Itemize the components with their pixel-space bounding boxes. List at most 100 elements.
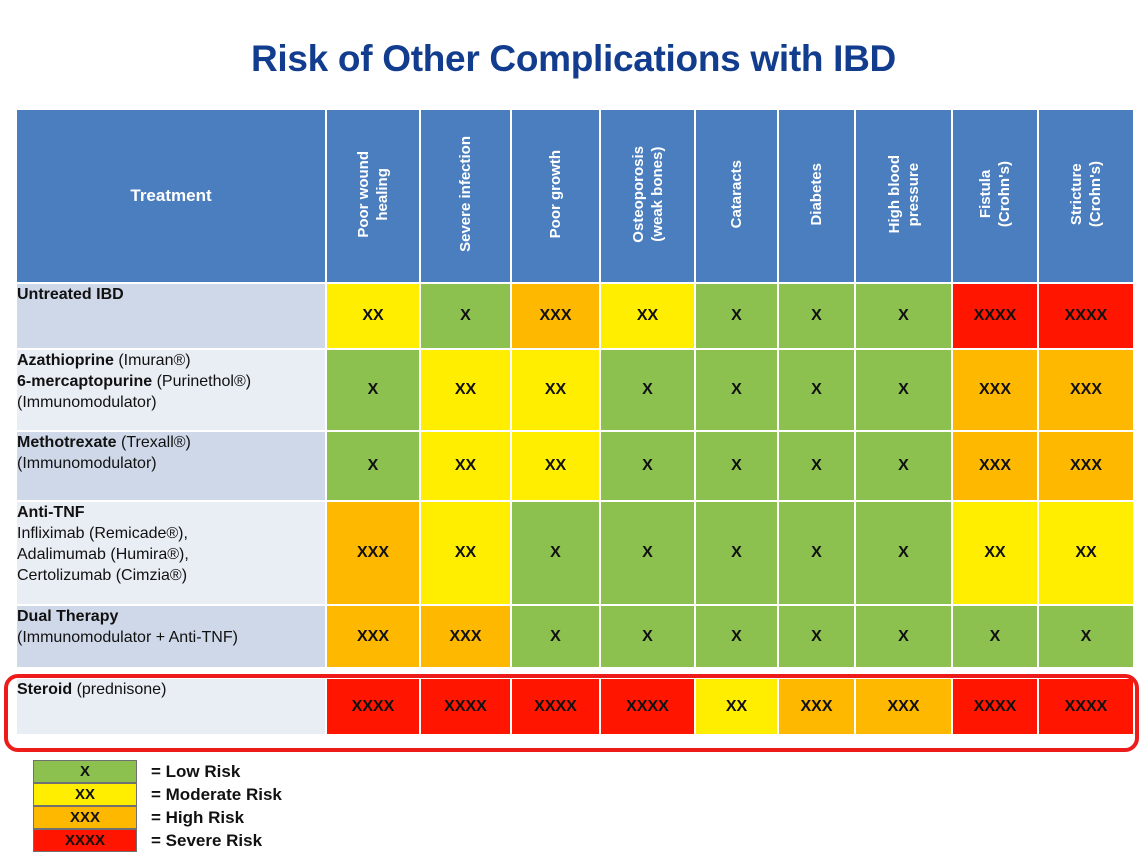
treatment-line: Dual Therapy (17, 606, 325, 627)
header-row: Treatment Poor wound healing Severe infe… (15, 108, 1135, 284)
risk-cell: X (854, 604, 953, 674)
treatment-detail: (Trexall®) (116, 434, 191, 451)
risk-cell: X (599, 500, 696, 606)
table-row: Dual Therapy (Immunomodulator + Anti-TNF)… (15, 604, 1135, 674)
risk-cell: X (325, 430, 421, 502)
risk-cell: X (419, 282, 512, 350)
risk-cell: XXXX (951, 672, 1039, 736)
legend-item: XXX = High Risk (33, 806, 282, 829)
treatment-cell: Untreated IBD (15, 282, 327, 350)
risk-cell: X (599, 348, 696, 432)
risk-cell: X (694, 604, 779, 674)
risk-cell: XXXX (951, 282, 1039, 350)
column-header-label: Fistula (Crohn's) (977, 160, 1013, 228)
risk-cell: XXX (325, 604, 421, 674)
legend-item: XXXX = Severe Risk (33, 829, 282, 852)
table-row: Azathioprine (Imuran®) 6-mercaptopurine (… (15, 348, 1135, 432)
risk-cell: X (694, 282, 779, 350)
risk-cell: XXXX (1037, 672, 1135, 736)
risk-cell: XX (510, 348, 601, 432)
risk-cell: XXX (951, 348, 1039, 432)
column-header-label: High blood pressure (885, 154, 922, 234)
risk-cell: X (777, 604, 856, 674)
column-header-label: Diabetes (808, 162, 825, 226)
column-header-label: Osteoporosis (weak bones) (629, 145, 666, 243)
column-header-label: Poor wound healing (355, 150, 391, 238)
risk-cell: XX (419, 348, 512, 432)
risk-cell: XX (419, 430, 512, 502)
risk-cell: XXX (854, 672, 953, 736)
column-header-label: Cataracts (728, 159, 745, 229)
risk-cell: XXX (777, 672, 856, 736)
risk-cell: XX (694, 672, 779, 736)
treatment-detail: (Immunomodulator) (17, 394, 157, 411)
risk-cell: XXX (951, 430, 1039, 502)
column-header: Cataracts (694, 108, 779, 284)
treatment-line: 6-mercaptopurine (Purinethol®) (17, 371, 325, 392)
column-header: Poor growth (510, 108, 601, 284)
risk-cell: XXX (510, 282, 601, 350)
treatment-cell: Azathioprine (Imuran®) 6-mercaptopurine (… (15, 348, 327, 432)
risk-cell: X (325, 348, 421, 432)
risk-cell: X (854, 348, 953, 432)
risk-cell: XX (419, 500, 512, 606)
legend-item: XX = Moderate Risk (33, 783, 282, 806)
table-row: Untreated IBD XX X XXX XX X X X XXXX XXXX (15, 282, 1135, 350)
treatment-line: Steroid (prednisone) (17, 679, 325, 700)
treatment-cell: Methotrexate (Trexall®) (Immunomodulator) (15, 430, 327, 502)
column-header-label: Severe infection (457, 136, 474, 252)
risk-cell: X (854, 430, 953, 502)
legend-label: = High Risk (151, 807, 245, 827)
column-header: Stricture (Crohn's) (1037, 108, 1135, 284)
risk-cell: XXXX (419, 672, 512, 736)
column-header-label: Stricture (Crohn's) (1068, 160, 1104, 228)
risk-legend: X = Low Risk XX = Moderate Risk XXX = High Ri… (33, 760, 282, 852)
table-row: Steroid (prednisone) XXXX XXXX XXXX XXXX XX XX… (15, 672, 1135, 736)
treatment-detail: Infliximab (Remicade®), (17, 525, 188, 542)
risk-cell: XXXX (325, 672, 421, 736)
treatment-detail: (Imuran®) (113, 352, 191, 369)
legend-label: = Low Risk (151, 761, 241, 781)
risk-cell: X (599, 604, 696, 674)
treatment-detail: (Purinethol®) (152, 373, 252, 390)
treatment-line: Azathioprine (Imuran®) (17, 350, 325, 371)
risk-cell: XX (325, 282, 421, 350)
legend-swatch: XX (33, 783, 137, 806)
page-title: Risk of Other Complications with IBD (251, 38, 896, 79)
risk-table: Treatment Poor wound healing Severe infe… (15, 108, 1135, 736)
risk-cell: X (599, 430, 696, 502)
treatment-name: Methotrexate (17, 434, 117, 451)
treatment-detail: (Immunomodulator + Anti-TNF) (17, 629, 238, 646)
risk-cell: X (777, 500, 856, 606)
treatment-name: Dual Therapy (17, 608, 119, 625)
treatment-line: (Immunomodulator + Anti-TNF) (17, 627, 325, 648)
column-header-treatment: Treatment (15, 108, 327, 284)
treatment-line: Methotrexate (Trexall®) (17, 432, 325, 453)
risk-cell: X (694, 430, 779, 502)
treatment-cell: Dual Therapy (Immunomodulator + Anti-TNF) (15, 604, 327, 674)
treatment-name: Steroid (17, 681, 73, 698)
risk-cell: XXXX (599, 672, 696, 736)
risk-cell: X (951, 604, 1039, 674)
legend-label: = Moderate Risk (151, 784, 282, 804)
column-header: Fistula (Crohn's) (951, 108, 1039, 284)
risk-cell: XX (510, 430, 601, 502)
risk-cell: XXX (1037, 348, 1135, 432)
table-row: Methotrexate (Trexall®) (Immunomodulator)… (15, 430, 1135, 502)
treatment-name: Untreated IBD (17, 286, 124, 303)
treatment-line: Anti-TNF (17, 502, 325, 523)
treatment-line: Untreated IBD (17, 284, 325, 305)
treatment-name: 6-mercaptopurine (17, 373, 153, 390)
risk-cell: X (1037, 604, 1135, 674)
risk-cell: X (777, 282, 856, 350)
legend-label: = Severe Risk (151, 830, 263, 850)
table-row: Anti-TNF Infliximab (Remicade®), Adalimuma… (15, 500, 1135, 606)
risk-cell: X (510, 500, 601, 606)
treatment-detail: Certolizumab (Cimzia®) (17, 567, 188, 584)
risk-cell: XX (1037, 500, 1135, 606)
treatment-line: Adalimumab (Humira®), (17, 544, 325, 565)
treatment-line: (Immunomodulator) (17, 453, 325, 474)
treatment-detail: (prednisone) (72, 681, 167, 698)
risk-cell: XXXX (510, 672, 601, 736)
risk-cell: XXXX (1037, 282, 1135, 350)
